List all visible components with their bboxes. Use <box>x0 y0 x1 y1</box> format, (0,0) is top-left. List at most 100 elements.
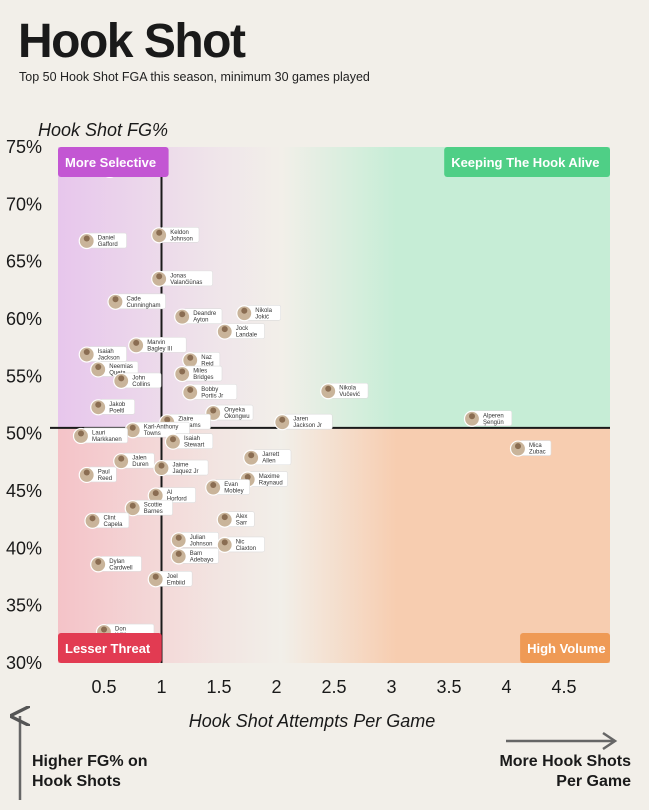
data-point: Deandre Ayton <box>174 308 223 325</box>
player-head-icon <box>95 363 102 370</box>
point-label: Jalen Duren <box>132 456 148 469</box>
player-head-icon <box>129 502 136 509</box>
note-more-shots: More Hook Shots Per Game <box>499 753 631 790</box>
point-label: Alperen Şengün <box>483 413 504 426</box>
quadrant-top-right <box>281 147 610 428</box>
data-point: Joel Embiid <box>147 570 193 588</box>
quadrant-label-top_right: Keeping The Hook Alive <box>444 147 610 177</box>
quadrant-label-box <box>58 147 169 177</box>
data-point: Alperen Şengün <box>463 410 513 427</box>
point-label: Marvin Bagley III <box>147 340 172 353</box>
quadrant-label-bottom_left: Lesser Threat <box>58 633 162 663</box>
data-point: Onyeka Okongwu <box>205 404 254 422</box>
right-arrow-icon <box>506 731 618 751</box>
x-tick-label: 4.5 <box>551 677 576 697</box>
y-tick-label: 70% <box>6 194 42 214</box>
data-point: Isaiah Stewart <box>164 433 214 450</box>
player-head-icon <box>170 436 176 443</box>
point-label: Jaren Jackson Jr <box>293 417 322 430</box>
data-point: Bobby Portis Jr <box>182 384 238 401</box>
chart-title: Hook Shot <box>18 15 246 68</box>
data-point: Nikola Jokić <box>236 304 282 322</box>
player-head-icon <box>221 326 228 333</box>
player-head-icon <box>118 455 125 462</box>
player-head-icon <box>241 307 248 314</box>
quadrant-label-top_left: More Selective <box>58 147 169 177</box>
point-label: Jaime Jaquez Jr <box>173 463 199 476</box>
point-label: Clint Capela <box>104 515 124 528</box>
quadrant-label-box <box>520 633 610 663</box>
data-point: Isaiah Jackson <box>78 346 127 363</box>
x-tick-label: 0.5 <box>91 677 116 697</box>
player-head-icon <box>221 539 228 546</box>
point-label: Neemias Queta <box>109 364 133 377</box>
chart-subtitle: Top 50 Hook Shot FGA this season, minimu… <box>19 70 370 84</box>
quadrant-label-bottom_right: High Volume <box>520 633 610 663</box>
quadrant-label-box <box>58 633 162 663</box>
point-label: Miles Bridges <box>193 369 213 382</box>
y-tick-label: 75% <box>6 137 42 157</box>
data-point: Jaime Jaquez Jr <box>153 459 209 477</box>
x-axis-title: Hook Shot Attempts Per Game <box>189 711 435 731</box>
y-axis-title: Hook Shot FG% <box>38 120 168 140</box>
y-tick-label: 30% <box>6 653 42 673</box>
point-label: Al Horford <box>167 490 187 503</box>
data-point: Karl-Anthony Towns <box>124 421 190 439</box>
point-label: Lauri Markkanen <box>92 430 122 443</box>
point-label: Paul Reed <box>98 469 112 482</box>
y-tick-label: 60% <box>6 309 42 329</box>
point-label: Julian Johnson <box>190 535 213 548</box>
y-tick-label: 35% <box>6 596 42 616</box>
player-head-icon <box>156 229 163 236</box>
player-head-icon <box>83 469 90 476</box>
player-head-icon <box>101 626 107 633</box>
player-head-icon <box>158 462 165 469</box>
quadrant-bottom-right <box>281 427 610 663</box>
point-label: Onyeka Okongwu <box>224 408 249 421</box>
y-tick-label: 65% <box>6 252 42 272</box>
data-point: Al Horford <box>147 487 196 504</box>
quadrant-label-text: More Selective <box>65 155 156 170</box>
point-label: Mica Zubac <box>529 443 546 456</box>
x-tick-label: 1.5 <box>206 677 231 697</box>
player-head-icon <box>112 296 119 303</box>
player-head-icon <box>95 401 102 408</box>
data-point: Julian Johnson <box>170 532 219 549</box>
player-head-icon <box>83 235 90 242</box>
point-label: Alex Sarr <box>236 514 248 527</box>
quadrant-label-text: Lesser Threat <box>65 641 151 656</box>
data-point: Jarrett Allen <box>243 449 292 466</box>
point-label: Joel Embiid <box>167 574 185 587</box>
point-label: Evan Mobley <box>224 482 243 495</box>
data-point: Daniel Gafford <box>78 232 127 250</box>
point-label: Cade Cunningham <box>127 296 161 309</box>
y-tick-label: 50% <box>6 424 42 444</box>
data-point: Alex Sarr <box>216 511 255 528</box>
player-head-icon <box>83 349 90 356</box>
data-point: Neemias Queta <box>90 361 139 378</box>
player-head-icon <box>210 482 217 489</box>
player-head-icon <box>210 407 217 414</box>
player-head-icon <box>244 474 251 481</box>
point-label: Bobby Portis Jr <box>201 387 223 400</box>
player-head-icon <box>221 514 228 521</box>
player-head-icon <box>164 416 171 423</box>
data-point: Miles Bridges <box>174 365 223 383</box>
player-head-icon <box>152 573 159 580</box>
data-point: Nic Claxton <box>216 536 265 553</box>
data-point: Cade Cunningham <box>107 293 166 310</box>
data-point: Mica Zubac <box>509 440 552 457</box>
x-tick-label: 2.5 <box>321 677 346 697</box>
data-point: Jakob Poeltl <box>90 398 135 416</box>
x-tick-label: 1 <box>156 677 166 697</box>
point-label: Jakob Poeltl <box>109 402 126 415</box>
player-head-icon <box>325 385 332 392</box>
note-higher-fg: Higher FG% on Hook Shots <box>32 753 148 790</box>
data-point: Nikola Vučević <box>320 382 369 400</box>
player-head-icon <box>152 490 159 497</box>
player-head-icon <box>78 430 84 437</box>
player-head-icon <box>179 368 186 375</box>
data-point: Naz Reid <box>182 351 221 369</box>
point-label: John Collins <box>132 375 150 388</box>
